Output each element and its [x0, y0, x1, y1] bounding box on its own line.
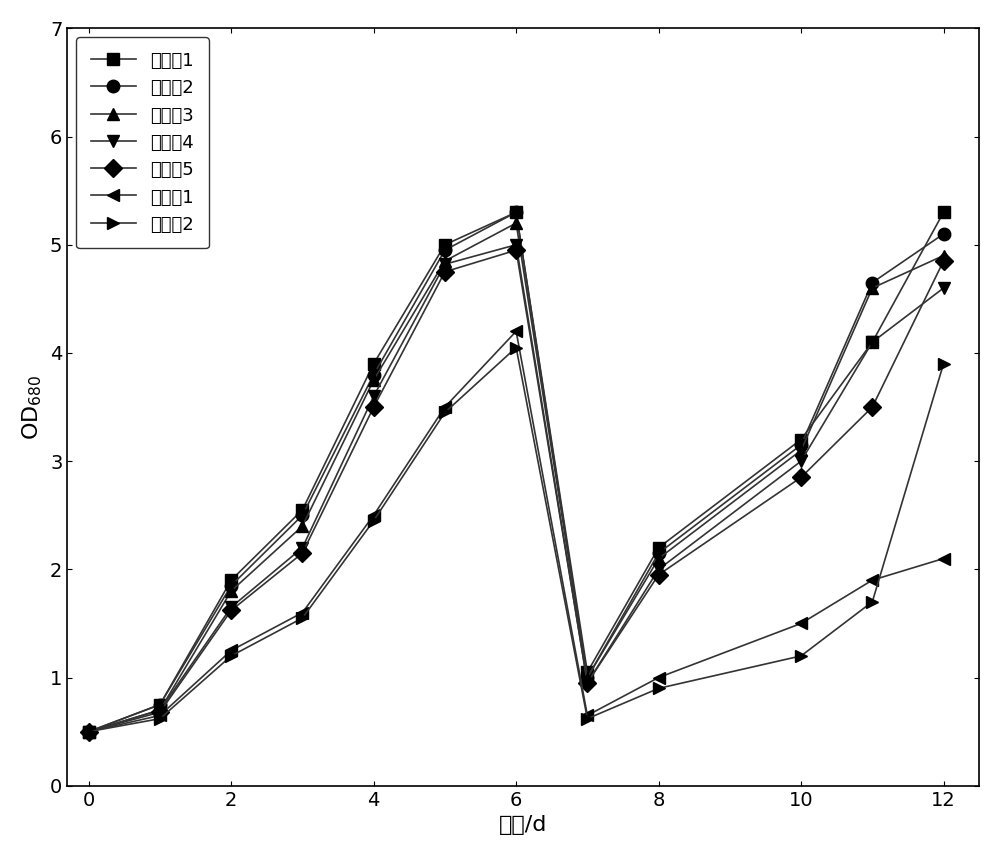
实施套3: [296, 521, 308, 532]
对比套2: [866, 597, 878, 607]
对比套2: [795, 651, 807, 661]
实施套5: [510, 245, 522, 255]
对比套2: [938, 359, 950, 369]
对比套1: [225, 645, 237, 656]
实施套5: [83, 727, 95, 737]
实施套2: [368, 370, 380, 380]
对比套1: [368, 510, 380, 520]
实施套5: [154, 707, 166, 717]
对比套1: [296, 608, 308, 618]
实施套4: [154, 704, 166, 715]
对比套1: [653, 673, 665, 683]
Legend: 实施套1, 实施套2, 实施套3, 实施套4, 实施套5, 对比套1, 对比套2: 实施套1, 实施套2, 实施套3, 实施套4, 实施套5, 对比套1, 对比套2: [76, 38, 209, 248]
实施套1: [439, 240, 451, 250]
实施套4: [296, 543, 308, 553]
实施套3: [510, 218, 522, 229]
实施套2: [296, 510, 308, 520]
实施套5: [296, 548, 308, 558]
实施套1: [653, 543, 665, 553]
对比套1: [510, 326, 522, 336]
Line: 实施套2: 实施套2: [82, 206, 950, 738]
实施套2: [225, 580, 237, 591]
Line: 对比套2: 对比套2: [82, 342, 950, 738]
对比套2: [83, 727, 95, 737]
实施套5: [581, 678, 593, 688]
实施套3: [368, 375, 380, 385]
对比套2: [510, 342, 522, 353]
实施套3: [439, 256, 451, 266]
对比套2: [653, 683, 665, 693]
实施套4: [225, 602, 237, 612]
实施套2: [510, 207, 522, 217]
对比套1: [83, 727, 95, 737]
对比套1: [439, 402, 451, 413]
Line: 实施套4: 实施套4: [82, 239, 950, 738]
实施套1: [795, 434, 807, 444]
X-axis label: 时间/d: 时间/d: [499, 815, 547, 835]
实施套1: [510, 207, 522, 217]
实施套1: [225, 575, 237, 586]
对比套1: [866, 575, 878, 586]
对比套1: [938, 553, 950, 563]
对比套2: [154, 714, 166, 724]
实施套1: [938, 207, 950, 217]
实施套1: [154, 699, 166, 710]
实施套5: [938, 256, 950, 266]
实施套3: [938, 251, 950, 261]
实施套5: [225, 605, 237, 615]
实施套3: [866, 282, 878, 293]
实施套2: [439, 245, 451, 255]
实施套3: [795, 445, 807, 455]
实施套3: [653, 553, 665, 563]
实施套1: [296, 505, 308, 515]
实施套4: [938, 282, 950, 293]
实施套4: [439, 259, 451, 270]
实施套2: [795, 440, 807, 450]
实施套3: [225, 586, 237, 596]
实施套4: [83, 727, 95, 737]
实施套3: [83, 727, 95, 737]
实施套5: [866, 402, 878, 413]
实施套2: [83, 727, 95, 737]
实施套2: [938, 229, 950, 239]
实施套4: [653, 564, 665, 574]
实施套3: [154, 704, 166, 715]
实施套5: [653, 569, 665, 580]
实施套2: [653, 548, 665, 558]
实施套3: [581, 673, 593, 683]
Line: 实施套5: 实施套5: [82, 244, 950, 738]
实施套5: [439, 267, 451, 277]
实施套1: [83, 727, 95, 737]
Line: 对比套1: 对比套1: [82, 325, 950, 738]
实施套2: [154, 699, 166, 710]
对比套1: [795, 618, 807, 628]
实施套4: [795, 456, 807, 467]
对比套2: [296, 613, 308, 623]
实施套4: [866, 337, 878, 348]
对比套2: [368, 515, 380, 526]
对比套1: [154, 710, 166, 721]
对比套1: [581, 710, 593, 721]
实施套4: [581, 678, 593, 688]
对比套2: [225, 651, 237, 661]
Y-axis label: OD$_{680}$: OD$_{680}$: [21, 374, 44, 440]
实施套1: [581, 667, 593, 677]
实施套1: [866, 337, 878, 348]
对比套2: [439, 407, 451, 418]
实施套1: [368, 359, 380, 369]
实施套5: [368, 402, 380, 413]
实施套4: [510, 240, 522, 250]
实施套2: [866, 277, 878, 288]
Line: 实施套1: 实施套1: [82, 206, 950, 738]
实施套4: [368, 391, 380, 401]
Line: 实施套3: 实施套3: [82, 217, 950, 738]
对比套2: [581, 714, 593, 724]
实施套2: [581, 673, 593, 683]
实施套5: [795, 473, 807, 483]
